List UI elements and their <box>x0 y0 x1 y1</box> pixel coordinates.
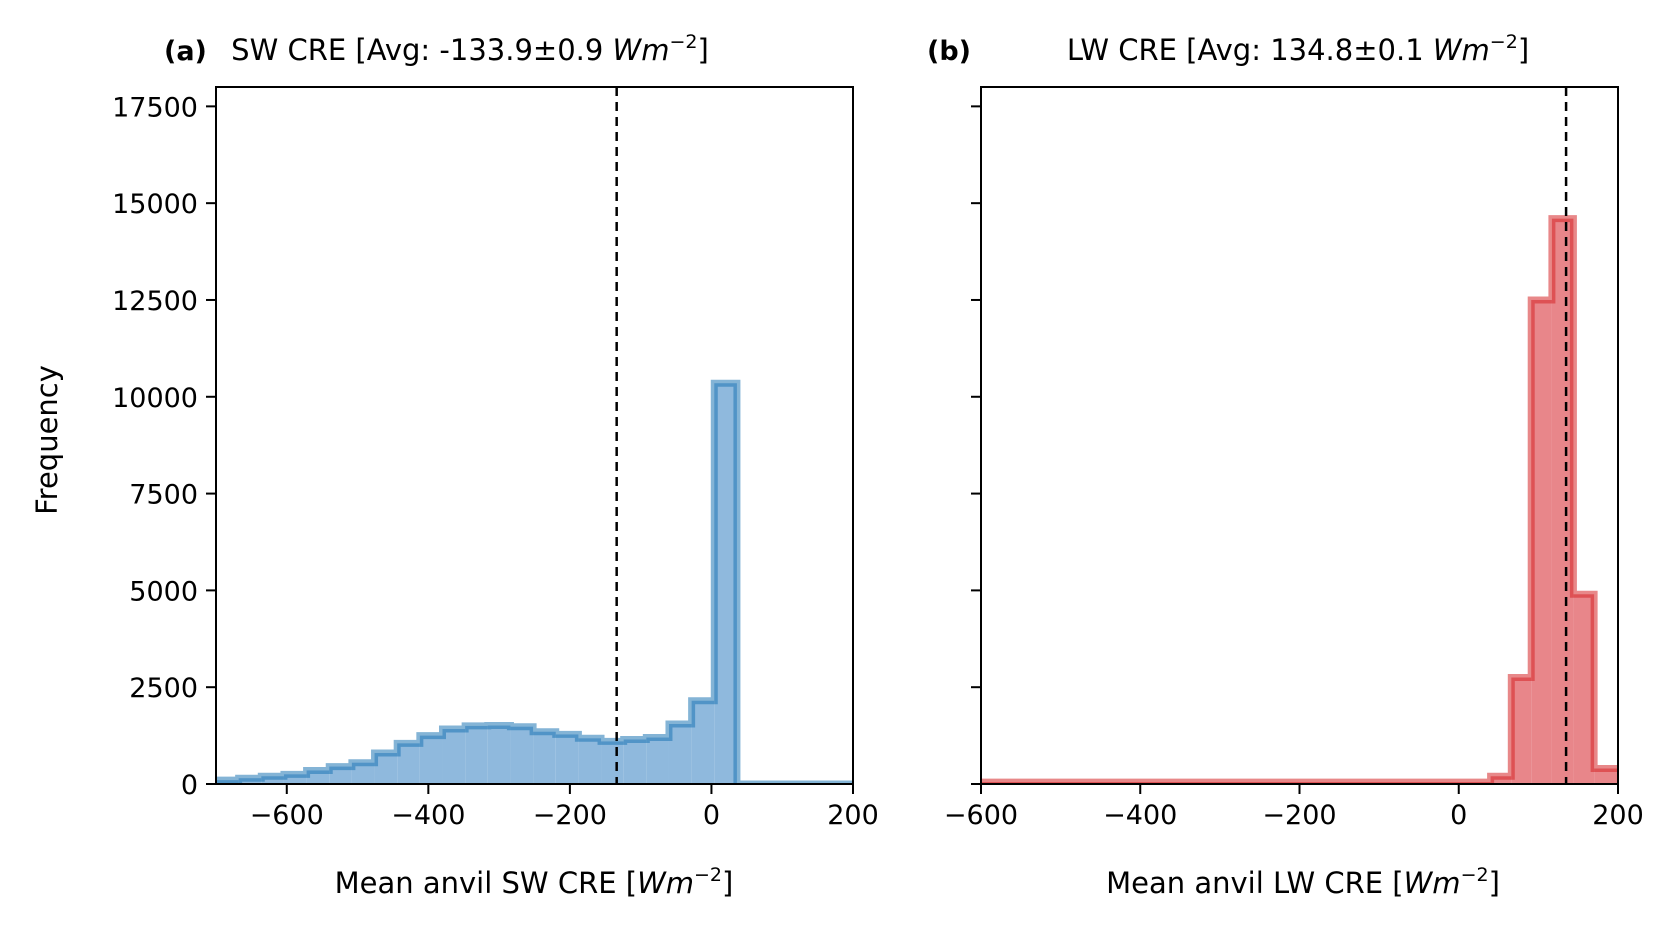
panel-b: (b) LW CRE [Avg: 134.8±0.1 Wm−2] Mean an… <box>927 31 1644 900</box>
panel-b-histogram-bar <box>1511 677 1532 784</box>
panel-a-histogram-bar <box>578 738 602 784</box>
panel-b-histogram-outline <box>981 215 1618 784</box>
panel-a-ytick-label: 10000 <box>112 383 198 414</box>
panel-a-xlabel: Mean anvil SW CRE [Wm−2] <box>335 864 734 900</box>
panel-a-histogram-bar <box>487 725 511 784</box>
panel-b-histogram-bar <box>1551 218 1574 784</box>
panel-a-xtick-label: −200 <box>533 800 607 831</box>
panel-a-histogram-bar <box>442 729 466 784</box>
panel-b-xlabel: Mean anvil LW CRE [Wm−2] <box>1106 864 1500 900</box>
panel-a-ytick-label: 0 <box>181 770 198 801</box>
panel-a-ytick-label: 2500 <box>129 673 198 704</box>
panel-a-histogram-bar <box>601 741 624 784</box>
panel-a-ytick-label: 7500 <box>129 480 198 511</box>
panel-a-ytick-label: 12500 <box>112 286 198 317</box>
panel-a-xtick-label: −400 <box>391 800 465 831</box>
panel-a-histogram-bar <box>465 725 488 784</box>
panel-b-plot-area <box>981 87 1618 784</box>
panel-a-histogram-bar <box>351 762 375 784</box>
panel-a-ytick-label: 15000 <box>112 189 198 220</box>
panel-a-histogram-bar <box>646 737 669 784</box>
panel-a-xtick-label: 200 <box>827 800 879 831</box>
panel-a-histogram-outline <box>216 379 853 784</box>
panel-a: (a) SW CRE [Avg: -133.9±0.9 Wm−2] Mean a… <box>30 31 879 900</box>
panel-a-xtick-label: 0 <box>703 800 720 831</box>
panel-b-xtick-label: −600 <box>944 800 1018 831</box>
panel-a-plot-area <box>216 87 853 784</box>
panel-a-ylabel: Frequency <box>30 365 64 515</box>
panel-a-tag: (a) <box>164 36 207 67</box>
panel-b-xtick-label: 0 <box>1450 800 1467 831</box>
panel-a-histogram-bar <box>668 723 692 784</box>
panel-a-histogram-bar <box>374 753 398 784</box>
panel-b-xtick-label: −200 <box>1262 800 1336 831</box>
panel-a-histogram-bar <box>329 766 352 784</box>
panel-a-axes-frame <box>215 86 854 785</box>
panel-a-ytick-label: 5000 <box>129 576 198 607</box>
panel-b-histogram-bar <box>1573 594 1595 784</box>
panel-a-ytick-label: 17500 <box>112 92 198 123</box>
panel-a-histogram-bar <box>555 734 579 784</box>
panel-a-histogram-bar <box>691 700 715 784</box>
panel-a-histogram-bar <box>623 739 647 784</box>
panel-a-title: SW CRE [Avg: -133.9±0.9 Wm−2] <box>231 31 709 67</box>
panel-a-histogram-bar <box>261 776 284 784</box>
panel-b-histogram-bar <box>1594 768 1618 784</box>
panel-a-histogram-bar <box>714 383 737 784</box>
panel-a-histogram-bar <box>397 743 420 784</box>
panel-a-histogram-bar <box>533 731 556 784</box>
panel-a-histogram-bar <box>419 735 443 784</box>
panel-b-histogram-bar <box>1531 299 1552 784</box>
panel-a-histogram-bar <box>510 726 534 784</box>
panel-b-histogram-bar <box>1490 776 1512 784</box>
panel-b-tag: (b) <box>927 36 971 67</box>
panel-a-xtick-label: −600 <box>250 800 324 831</box>
panel-b-title: LW CRE [Avg: 134.8±0.1 Wm−2] <box>1067 31 1529 67</box>
panel-a-histogram-bar <box>283 774 307 784</box>
panel-b-xtick-label: 200 <box>1592 800 1644 831</box>
panel-b-xtick-label: −400 <box>1103 800 1177 831</box>
